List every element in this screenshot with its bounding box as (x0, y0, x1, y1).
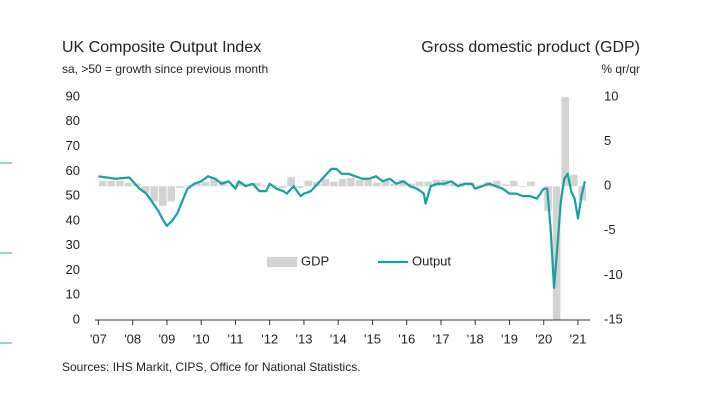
gdp-bar (107, 180, 116, 187)
x-tick-label: '14 (330, 331, 347, 346)
gdp-bar (475, 185, 484, 187)
x-tick-label: '15 (364, 331, 381, 346)
gdp-bar (304, 180, 313, 187)
x-tick-label: '08 (124, 331, 141, 346)
gdp-bar (141, 186, 150, 193)
gdp-bar (295, 186, 304, 188)
x-tick-label: '18 (467, 331, 484, 346)
y-tick-label: 10 (66, 287, 80, 302)
legend-label: GDP (301, 253, 329, 268)
gdp-bar (355, 179, 364, 187)
x-tick-label: '11 (227, 331, 243, 346)
gdp-bar (527, 181, 535, 187)
source-note: Sources: IHS Markit, CIPS, Office for Na… (62, 360, 361, 374)
gdp-bar (415, 181, 424, 187)
gdp-bar (175, 186, 184, 188)
y2-tick-label: -10 (604, 267, 623, 282)
gdp-bar (158, 186, 167, 206)
gdp-bar (381, 180, 390, 187)
gdp-bar (561, 97, 569, 187)
gdp-bar (150, 186, 158, 202)
x-tick-label: '19 (501, 331, 518, 346)
legend-label: Output (412, 253, 451, 268)
x-tick-label: '10 (193, 331, 210, 346)
y2-subtitle: % qr/qr (601, 62, 640, 76)
y-tick-label: 0 (73, 311, 80, 326)
y2-tick-label: -5 (604, 222, 616, 237)
y-tick-label: 90 (66, 88, 80, 103)
y2-title: Gross domestic product (GDP) (421, 39, 640, 56)
y2-tick-label: 0 (604, 178, 611, 193)
y-tick-label: 50 (66, 188, 80, 203)
gdp-bar (492, 180, 501, 187)
gdp-bar (98, 180, 107, 187)
gdp-bar (424, 181, 432, 187)
gdp-bar (364, 179, 372, 187)
gdp-bar (501, 184, 510, 187)
x-tick-label: '17 (433, 331, 450, 346)
x-tick-label: '21 (570, 331, 587, 346)
y-tick-label: 60 (66, 163, 80, 178)
plot-area (98, 97, 587, 320)
chart-title: UK Composite Output Index (62, 39, 261, 56)
y2-tick-label: 5 (604, 133, 611, 148)
gdp-bar (398, 179, 407, 187)
gdp-bar (193, 182, 201, 187)
y-tick-label: 40 (66, 212, 80, 227)
gdp-bar (509, 180, 518, 187)
x-tick-label: '16 (398, 331, 415, 346)
y2-tick-label: 10 (604, 88, 618, 103)
y-tick-label: 30 (66, 237, 80, 252)
gdp-bar (330, 181, 338, 187)
gdp-bar (227, 185, 235, 187)
gdp-bar (210, 177, 218, 187)
gdp-bar (450, 183, 458, 187)
gdp-bar (261, 185, 270, 187)
gdp-bar (287, 177, 295, 187)
gdp-bar (372, 182, 381, 187)
gdp-bar (278, 186, 287, 188)
x-tick-label: '20 (535, 331, 552, 346)
y2-tick-label: -15 (604, 311, 623, 326)
gdp-bar (569, 174, 578, 187)
gdp-bar (518, 186, 527, 188)
gdp-bar (321, 179, 330, 187)
x-tick-label: '07 (90, 331, 107, 346)
gdp-bar (167, 186, 176, 202)
output-line (98, 167, 586, 289)
gdp-bar (338, 179, 347, 187)
gdp-bar (116, 180, 124, 187)
gdp-bar (124, 182, 133, 187)
x-tick-label: '12 (261, 331, 278, 346)
gdp-bar (184, 185, 193, 187)
gdp-bar (253, 182, 261, 187)
gdp-bar (407, 183, 415, 187)
x-tick-label: '09 (158, 331, 175, 346)
gdp-bar (201, 181, 210, 187)
x-tick-label: '13 (295, 331, 312, 346)
gdp-bar (390, 183, 398, 187)
y-tick-label: 80 (66, 113, 80, 128)
y-tick-label: 70 (66, 138, 80, 153)
legend-swatch (267, 257, 297, 267)
gdp-bar (235, 181, 244, 187)
y-tick-label: 20 (66, 262, 80, 277)
chart-subtitle: sa, >50 = growth since previous month (62, 62, 268, 76)
gdp-bar (347, 178, 355, 187)
